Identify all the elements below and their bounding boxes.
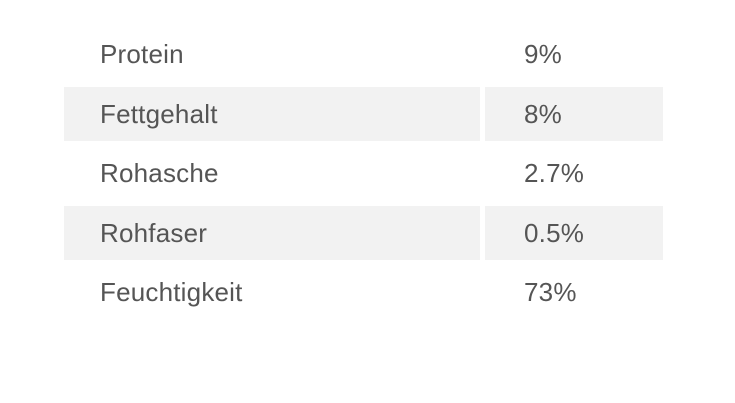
nutrient-name: Fettgehalt	[64, 87, 480, 142]
table-row: Feuchtigkeit 73%	[64, 263, 663, 323]
table-row: Rohasche 2.7%	[64, 144, 663, 204]
nutrient-value: 8%	[485, 87, 663, 142]
nutrient-name: Feuchtigkeit	[100, 277, 243, 308]
table-row: Protein 9%	[64, 25, 663, 85]
nutrient-value: 9%	[524, 39, 562, 70]
nutrient-value: 73%	[524, 277, 577, 308]
nutrient-name: Rohasche	[100, 158, 219, 189]
nutrient-value: 0.5%	[485, 206, 663, 261]
nutrient-name: Rohfaser	[64, 206, 480, 261]
table-row: Rohfaser 0.5%	[64, 204, 663, 264]
nutrition-table: Protein 9% Fettgehalt 8% Rohasche 2.7% R…	[64, 25, 663, 323]
nutrient-name: Protein	[100, 39, 184, 70]
table-row: Fettgehalt 8%	[64, 85, 663, 145]
nutrient-value: 2.7%	[524, 158, 585, 189]
